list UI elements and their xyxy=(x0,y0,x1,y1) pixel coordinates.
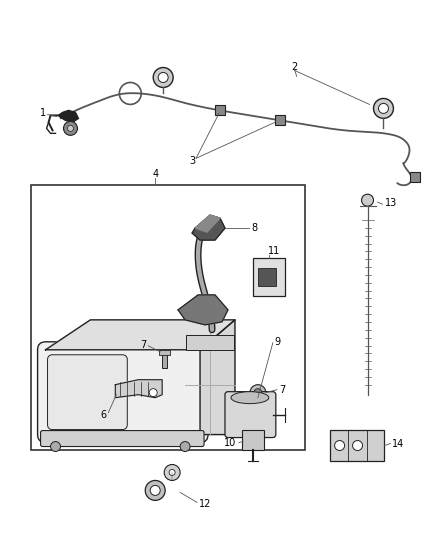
Text: 10: 10 xyxy=(224,438,236,448)
Text: 14: 14 xyxy=(392,439,405,449)
Circle shape xyxy=(149,389,157,397)
Polygon shape xyxy=(178,295,228,325)
Circle shape xyxy=(50,441,60,451)
Text: 7: 7 xyxy=(280,385,286,394)
Circle shape xyxy=(158,72,168,83)
Bar xyxy=(159,350,170,355)
FancyBboxPatch shape xyxy=(48,355,127,430)
Polygon shape xyxy=(200,320,235,434)
Polygon shape xyxy=(195,215,220,232)
Circle shape xyxy=(145,480,165,500)
Text: 1: 1 xyxy=(39,108,46,118)
Text: 9: 9 xyxy=(275,337,281,347)
Bar xyxy=(258,268,276,286)
Text: 3: 3 xyxy=(189,156,195,166)
Bar xyxy=(253,258,285,296)
Circle shape xyxy=(254,389,262,397)
Bar xyxy=(330,430,385,462)
Text: 7: 7 xyxy=(140,340,146,350)
Polygon shape xyxy=(46,320,235,350)
Text: 2: 2 xyxy=(292,61,298,71)
Circle shape xyxy=(335,441,345,450)
Circle shape xyxy=(374,99,393,118)
Text: 8: 8 xyxy=(252,223,258,233)
Circle shape xyxy=(150,486,160,495)
Text: 13: 13 xyxy=(385,198,397,208)
Circle shape xyxy=(64,122,78,135)
Bar xyxy=(215,106,225,116)
Text: 6: 6 xyxy=(100,410,106,419)
Bar xyxy=(410,172,420,182)
Circle shape xyxy=(361,194,374,206)
Text: 11: 11 xyxy=(268,246,280,256)
Circle shape xyxy=(378,103,389,114)
Bar xyxy=(162,352,167,368)
Bar xyxy=(31,185,305,449)
Polygon shape xyxy=(59,110,78,123)
Circle shape xyxy=(353,441,363,450)
Text: 12: 12 xyxy=(199,499,211,510)
Circle shape xyxy=(153,68,173,87)
Bar xyxy=(242,430,264,449)
Bar xyxy=(275,116,285,125)
Circle shape xyxy=(180,441,190,451)
Circle shape xyxy=(169,470,175,475)
Ellipse shape xyxy=(231,392,269,403)
FancyBboxPatch shape xyxy=(38,342,208,442)
Polygon shape xyxy=(115,379,162,398)
FancyBboxPatch shape xyxy=(41,431,204,447)
Text: 4: 4 xyxy=(152,169,158,179)
Polygon shape xyxy=(192,215,225,240)
Bar xyxy=(186,335,234,350)
Circle shape xyxy=(164,464,180,480)
Circle shape xyxy=(250,385,266,401)
Circle shape xyxy=(67,125,74,131)
FancyBboxPatch shape xyxy=(225,392,276,438)
